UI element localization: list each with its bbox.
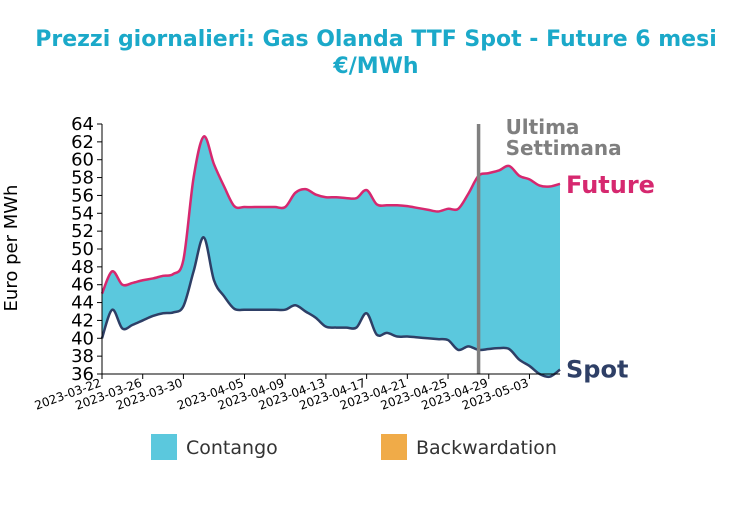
y-tick-label: 56 xyxy=(71,185,94,206)
y-tick-label: 64 xyxy=(71,114,94,135)
y-tick-label: 44 xyxy=(71,293,94,314)
series-line-future xyxy=(100,135,561,295)
chart-title-line2: €/MWh xyxy=(332,54,418,79)
contango-fill-area xyxy=(102,136,560,377)
y-tick-label: 48 xyxy=(71,257,94,278)
legend-label-backwardation: Backwardation xyxy=(416,437,557,459)
marker-label-line2: Settimana xyxy=(506,136,622,160)
series-label-spot: Spot xyxy=(566,356,628,384)
y-tick-label: 58 xyxy=(71,168,94,189)
y-tick-label: 38 xyxy=(71,346,94,367)
y-tick-label: 62 xyxy=(71,132,94,153)
y-axis-label: Euro per MWh xyxy=(1,185,22,312)
y-tick-label: 50 xyxy=(71,239,94,260)
series-label-future: Future xyxy=(566,171,655,199)
y-tick-label: 42 xyxy=(71,310,94,331)
y-tick-label: 36 xyxy=(71,364,94,385)
series-line-spot xyxy=(100,236,561,379)
chart-title-line1: Prezzi giornalieri: Gas Olanda TTF Spot … xyxy=(35,27,717,52)
y-tick-label: 46 xyxy=(71,275,94,296)
x-ticks: 2023-03-222023-03-262023-03-302023-04-05… xyxy=(33,374,530,413)
plot-area xyxy=(100,124,561,379)
y-tick-label: 52 xyxy=(71,221,94,242)
y-tick-label: 40 xyxy=(71,328,94,349)
legend-label-contango: Contango xyxy=(186,437,278,459)
series-lines xyxy=(100,135,561,379)
legend: Contango Backwardation xyxy=(151,434,557,460)
legend-swatch-backwardation xyxy=(381,434,407,460)
y-tick-label: 60 xyxy=(71,150,94,171)
y-tick-label: 54 xyxy=(71,203,94,224)
legend-swatch-contango xyxy=(151,434,177,460)
marker-label-line1: Ultima xyxy=(506,115,580,139)
